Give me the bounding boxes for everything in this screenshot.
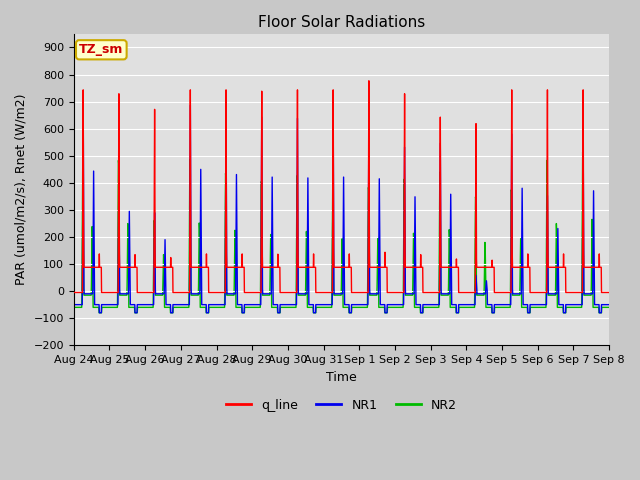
- q_line: [497, 289, 505, 295]
- Y-axis label: PAR (umol/m2/s), Rnet (W/m2): PAR (umol/m2/s), Rnet (W/m2): [15, 94, 28, 285]
- NR2: [70, 304, 77, 310]
- q_line: [573, 289, 580, 295]
- Legend: q_line, NR1, NR2: q_line, NR1, NR2: [221, 394, 462, 417]
- NR1: [573, 302, 581, 308]
- Text: TZ_sm: TZ_sm: [79, 43, 124, 56]
- NR2: [220, 304, 227, 310]
- NR1: [559, 302, 566, 308]
- NR2: [497, 304, 505, 310]
- q_line: [369, 264, 376, 270]
- NR1: [369, 291, 377, 297]
- NR1: [70, 302, 77, 308]
- NR1: [497, 302, 505, 308]
- NR1: [357, 302, 365, 308]
- NR1: [220, 302, 227, 308]
- NR1: [186, 102, 194, 108]
- NR2: [357, 304, 365, 310]
- Line: q_line: q_line: [74, 81, 609, 292]
- Title: Floor Solar Radiations: Floor Solar Radiations: [258, 15, 425, 30]
- NR2: [605, 304, 613, 310]
- NR2: [95, 310, 103, 316]
- NR1: [95, 310, 103, 316]
- NR2: [579, 149, 586, 155]
- q_line: [558, 264, 566, 270]
- NR2: [573, 304, 580, 310]
- q_line: [357, 289, 365, 295]
- q_line: [70, 289, 77, 295]
- Line: NR2: NR2: [74, 152, 609, 313]
- NR1: [605, 302, 613, 308]
- q_line: [605, 289, 613, 295]
- q_line: [220, 289, 227, 295]
- NR2: [369, 292, 376, 298]
- q_line: [365, 78, 372, 84]
- Line: NR1: NR1: [74, 105, 609, 313]
- X-axis label: Time: Time: [326, 371, 357, 384]
- NR2: [558, 304, 566, 310]
